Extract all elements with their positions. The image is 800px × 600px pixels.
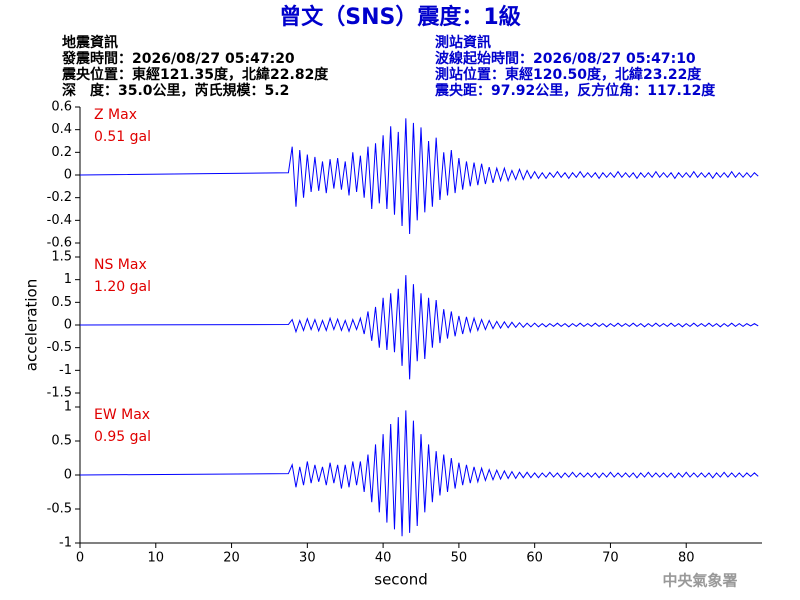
y-tick-label: 0 [64, 168, 72, 183]
peak-label: 1.20 gal [94, 279, 151, 295]
x-tick-label: 50 [451, 551, 468, 566]
y-tick-label: 0.6 [51, 100, 72, 115]
x-tick-label: 30 [299, 551, 316, 566]
y-tick-label: 0.4 [51, 122, 72, 137]
y-tick-label: -1.5 [47, 386, 72, 401]
x-tick-label: 10 [148, 551, 165, 566]
y-tick-label: 0.5 [51, 295, 72, 310]
info-left: 震央位置：東經121.35度，北緯22.82度 [61, 66, 329, 83]
title: 曾文（SNS）震度：1級 [279, 4, 520, 30]
x-tick-label: 80 [678, 551, 695, 566]
y-tick-label: -0.6 [47, 236, 72, 251]
info-right: 測站資訊 [435, 34, 491, 51]
panel-label: EW Max [94, 407, 150, 423]
y-tick-label: -1 [59, 363, 72, 378]
waveform [79, 410, 759, 537]
y-tick-label: 0 [64, 318, 72, 333]
peak-label: 0.95 gal [94, 429, 151, 445]
y-tick-label: 1 [64, 272, 72, 287]
y-tick-label: -1 [59, 536, 72, 551]
peak-label: 0.51 gal [94, 129, 151, 145]
x-axis-title: second [374, 571, 428, 589]
info-right: 震央距：97.92公里，反方位角：117.12度 [434, 82, 716, 99]
y-tick-label: 1 [64, 400, 72, 415]
waveform [79, 275, 759, 380]
info-right: 波線起始時間：2026/08/27 05:47:10 [435, 50, 696, 67]
y-tick-label: -0.5 [47, 340, 72, 355]
info-left: 發震時間：2026/08/27 05:47:20 [61, 50, 295, 67]
waveform [79, 118, 759, 234]
y-tick-label: 0 [64, 468, 72, 483]
y-tick-label: -0.4 [47, 213, 72, 228]
x-tick-label: 40 [375, 551, 392, 566]
info-left: 地震資訊 [62, 34, 118, 51]
x-tick-label: 20 [223, 551, 240, 566]
y-tick-label: 0.5 [51, 434, 72, 449]
y-axis-title: acceleration [23, 279, 41, 371]
info-left: 深 度：35.0公里，芮氏規模：5.2 [62, 82, 289, 99]
agency: 中央氣象署 [662, 572, 737, 590]
y-tick-label: 0.2 [51, 145, 72, 160]
x-tick-label: 70 [602, 551, 619, 566]
x-tick-label: 60 [526, 551, 543, 566]
y-tick-label: 1.5 [51, 250, 72, 265]
panel-label: Z Max [94, 107, 137, 123]
info-right: 測站位置：東經120.50度，北緯23.22度 [435, 66, 702, 83]
x-tick-label: 0 [76, 551, 84, 566]
y-tick-label: -0.2 [47, 190, 72, 205]
panel-label: NS Max [94, 257, 147, 273]
y-tick-label: -0.5 [47, 502, 72, 517]
